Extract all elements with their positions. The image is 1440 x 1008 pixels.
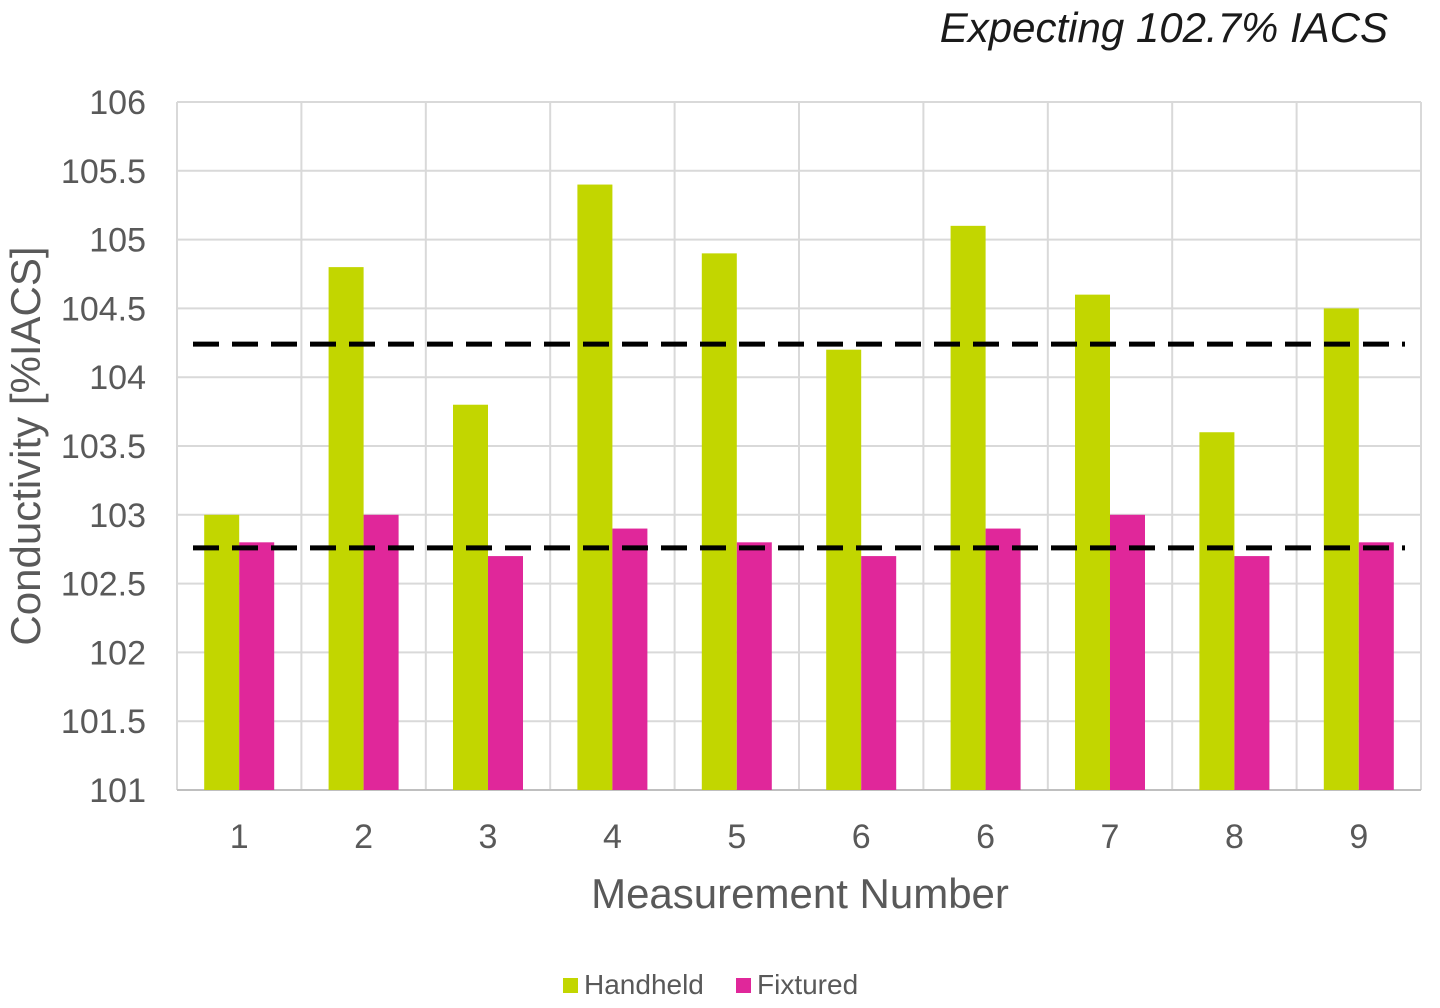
legend-label-handheld: Handheld xyxy=(584,969,704,1000)
x-tick-label: 2 xyxy=(354,818,373,856)
x-tick-label: 9 xyxy=(1349,818,1368,856)
bar-fixtured-2 xyxy=(363,514,399,790)
legend: Handheld Fixtured xyxy=(563,969,858,1000)
y-tick-label: 103.5 xyxy=(61,428,146,466)
bar-handheld-7 xyxy=(950,225,986,791)
x-axis-title: Measurement Number xyxy=(591,870,1009,917)
x-tick-label: 7 xyxy=(1101,818,1120,856)
legend-swatch-fixtured xyxy=(736,978,751,993)
y-axis-title: Conductivity [%IACS] xyxy=(2,246,49,645)
y-tick-label: 102 xyxy=(89,634,146,672)
x-tick-label: 1 xyxy=(230,818,249,856)
reference-lines xyxy=(193,341,1405,551)
bar-fixtured-8 xyxy=(1110,514,1145,790)
bar-fixtured-7 xyxy=(985,528,1021,790)
bar-fixtured-9 xyxy=(1234,556,1270,790)
bar-handheld-3 xyxy=(453,404,488,790)
y-tick-label: 101.5 xyxy=(61,703,146,741)
y-tick-label: 104.5 xyxy=(61,290,146,328)
y-axis-ticks: 101 101.5 102 102.5 103 103.5 104 104.5 105 105.5… xyxy=(61,84,146,810)
bar-fixtured-1 xyxy=(239,542,275,790)
y-tick-label: 106 xyxy=(89,84,146,122)
chart-title: Expecting 102.7% IACS xyxy=(940,4,1388,51)
x-tick-label: 6 xyxy=(976,818,995,856)
bar-handheld-2 xyxy=(328,267,364,790)
bar-fixtured-6 xyxy=(861,556,897,790)
x-tick-label: 3 xyxy=(479,818,498,856)
y-tick-label: 101 xyxy=(89,772,146,810)
bar-fixtured-10 xyxy=(1358,542,1394,790)
x-tick-label: 8 xyxy=(1225,818,1244,856)
bar-handheld-5 xyxy=(701,253,737,791)
bar-handheld-9 xyxy=(1199,432,1235,790)
bar-handheld-1 xyxy=(204,514,240,790)
bar-handheld-4 xyxy=(577,184,613,790)
bar-fixtured-4 xyxy=(612,528,648,790)
y-tick-label: 104 xyxy=(89,359,146,397)
x-tick-label: 4 xyxy=(603,818,622,856)
y-tick-label: 103 xyxy=(89,497,146,535)
x-tick-label: 6 xyxy=(852,818,871,856)
bar-handheld-8 xyxy=(1075,294,1110,790)
x-axis-ticks: 1 2 3 4 5 6 6 7 8 9 xyxy=(230,818,1369,856)
legend-label-fixtured: Fixtured xyxy=(757,969,858,1000)
y-tick-label: 102.5 xyxy=(61,566,146,604)
x-tick-label: 5 xyxy=(727,818,746,856)
bar-handheld-6 xyxy=(826,349,862,790)
y-tick-label: 105 xyxy=(89,222,146,260)
bar-fixtured-3 xyxy=(488,556,523,790)
legend-swatch-handheld xyxy=(563,978,578,993)
bar-fixtured-5 xyxy=(736,542,772,790)
y-tick-label: 105.5 xyxy=(61,153,146,191)
